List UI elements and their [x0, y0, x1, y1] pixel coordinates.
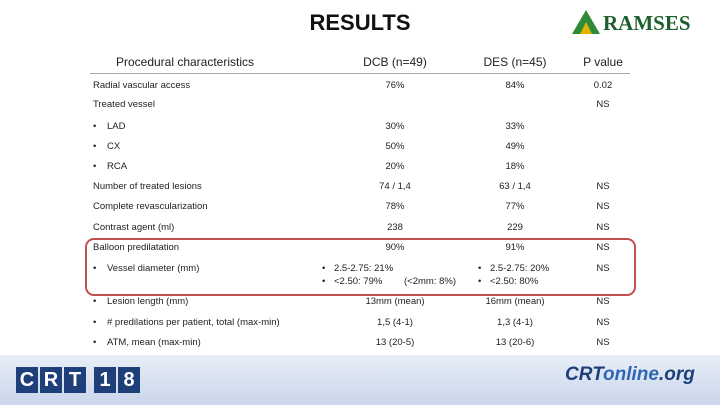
p-value: NS — [596, 201, 610, 212]
bullet: • — [322, 276, 326, 287]
logo-letter: C — [16, 367, 38, 393]
cell: 63 / 1,4 — [499, 181, 531, 192]
row-label: Radial vascular access — [93, 80, 191, 91]
cell: 229 — [507, 222, 523, 233]
bullet: • — [93, 337, 97, 348]
cell: 20% — [385, 161, 405, 172]
bullet: • — [93, 141, 97, 152]
p-value: NS — [596, 337, 610, 348]
row-label: Number of treated lesions — [93, 181, 202, 192]
row-label: Lesion length (mm) — [107, 296, 189, 307]
cell-line: <2.50: 80% — [490, 276, 539, 287]
cell-line: <2.50: 79% — [334, 276, 383, 287]
cell: 238 — [387, 222, 403, 233]
cell: 77% — [505, 201, 525, 212]
logo-letter: 1 — [94, 367, 116, 393]
cell: 90% — [385, 242, 405, 253]
ramses-text: RAMSES — [603, 11, 691, 35]
bullet: • — [478, 276, 482, 287]
bullet: • — [93, 121, 97, 132]
logo-part: CRT — [565, 364, 603, 385]
cell: 13 (20-6) — [495, 337, 535, 348]
p-value: NS — [596, 263, 610, 274]
p-value: NS — [596, 222, 610, 233]
cell: 1,5 (4-1) — [377, 317, 413, 328]
row-label: Balloon predilatation — [93, 242, 180, 253]
cell: 30% — [385, 121, 405, 132]
cell: 1,3 (4-1) — [497, 317, 533, 328]
row-label: RCA — [107, 161, 128, 172]
cell: 13 (20-5) — [375, 337, 415, 348]
cell: 49% — [505, 141, 525, 152]
cell-line: 2.5-2.75: 21% — [334, 263, 394, 274]
p-value: NS — [596, 181, 610, 192]
cell: 13mm (mean) — [365, 296, 425, 307]
p-value: 0.02 — [593, 80, 613, 91]
cell: 84% — [505, 80, 525, 91]
bullet: • — [322, 263, 326, 274]
bullet: • — [93, 317, 97, 328]
header-rule — [90, 73, 630, 74]
logo-letter: R — [40, 367, 62, 393]
logo-part: online — [603, 364, 659, 385]
slide-title: RESULTS — [309, 10, 411, 35]
cell-line: 2.5-2.75: 20% — [490, 263, 550, 274]
cell: 76% — [385, 80, 405, 91]
cell: 33% — [505, 121, 525, 132]
row-label: # predilations per patient, total (max-m… — [107, 317, 280, 328]
p-value: NS — [596, 317, 610, 328]
p-value: NS — [596, 242, 610, 253]
cell: 50% — [385, 141, 405, 152]
cell: 78% — [385, 201, 405, 212]
column-header: P value — [583, 55, 623, 69]
bullet: • — [93, 296, 97, 307]
column-header: DES (n=45) — [483, 55, 547, 69]
cell-note: (<2mm: 8%) — [404, 276, 456, 287]
ramses-logo: RAMSES — [572, 10, 691, 35]
row-label: LAD — [107, 121, 126, 132]
row-label: Treated vessel — [93, 99, 155, 110]
bullet: • — [93, 263, 97, 274]
p-value: NS — [596, 99, 610, 110]
bullet: • — [93, 161, 97, 172]
crtonline-logo: CRTonline.org — [565, 364, 695, 386]
logo-part: .org — [658, 364, 695, 385]
cell: 74 / 1,4 — [379, 181, 411, 192]
p-value: NS — [596, 296, 610, 307]
column-header: DCB (n=49) — [363, 55, 427, 69]
row-label: ATM, mean (max-min) — [107, 337, 201, 348]
row-label: CX — [107, 141, 121, 152]
logo-letter: T — [64, 367, 86, 393]
highlight-box — [85, 238, 636, 296]
column-header: Procedural characteristics — [115, 55, 255, 69]
bullet: • — [478, 263, 482, 274]
row-label: Contrast agent (ml) — [93, 222, 175, 233]
cell: 91% — [505, 242, 525, 253]
cell: 18% — [505, 161, 525, 172]
cell: 16mm (mean) — [485, 296, 545, 307]
logo-letter: 8 — [118, 367, 140, 393]
row-label: Vessel diameter (mm) — [107, 263, 200, 274]
row-label: Complete revascularization — [93, 201, 208, 212]
